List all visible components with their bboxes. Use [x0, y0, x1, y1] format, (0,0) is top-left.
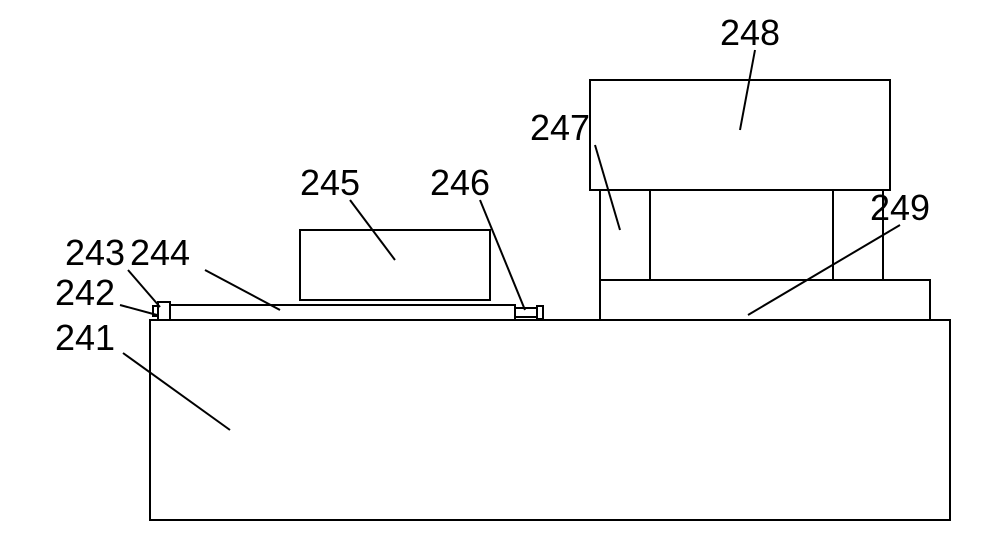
leader-line	[740, 50, 755, 130]
mid-block	[300, 230, 490, 300]
reference-label: 241	[55, 317, 115, 358]
rod	[170, 305, 515, 320]
rod-extension-cap	[537, 306, 543, 319]
base-block	[150, 320, 950, 520]
leader-line	[480, 200, 525, 310]
rod-extension	[515, 308, 537, 317]
reference-label: 246	[430, 162, 490, 203]
reference-label: 244	[130, 232, 190, 273]
reference-label: 247	[530, 107, 590, 148]
reference-label: 248	[720, 12, 780, 53]
leader-line	[120, 305, 157, 315]
left-pillar	[600, 190, 650, 280]
reference-label: 245	[300, 162, 360, 203]
top-block	[590, 80, 890, 190]
small-block	[158, 302, 170, 320]
leader-line	[595, 145, 620, 230]
reference-label: 242	[55, 272, 115, 313]
leader-line	[748, 225, 900, 315]
reference-label: 243	[65, 232, 125, 273]
leader-line	[123, 353, 230, 430]
reference-label: 249	[870, 187, 930, 228]
lower-platform	[600, 280, 930, 320]
leader-line	[128, 270, 160, 307]
